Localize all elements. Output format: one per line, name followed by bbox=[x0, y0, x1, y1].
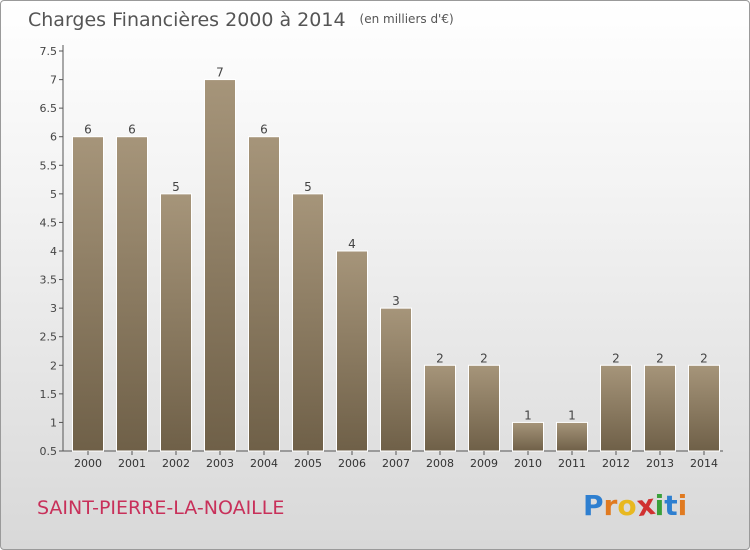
x-tick-label-2001: 2001 bbox=[118, 457, 146, 470]
y-tick-label: 2.5 bbox=[40, 331, 58, 344]
x-tick-label-2005: 2005 bbox=[294, 457, 322, 470]
data-label-2001: 6 bbox=[128, 123, 136, 137]
bar-2011 bbox=[556, 421, 588, 452]
data-label-2014: 2 bbox=[700, 351, 708, 365]
x-tick-label-2009: 2009 bbox=[470, 457, 498, 470]
data-label-2013: 2 bbox=[656, 351, 664, 365]
data-label-2008: 2 bbox=[436, 351, 444, 365]
data-label-2009: 2 bbox=[480, 351, 488, 365]
y-tick-label: 1.5 bbox=[40, 388, 58, 401]
data-label-2005: 5 bbox=[304, 180, 312, 194]
data-label-2007: 3 bbox=[392, 294, 400, 308]
commune-name: SAINT-PIERRE-LA-NOAILLE bbox=[37, 497, 285, 519]
bar-2007 bbox=[380, 307, 412, 452]
bar-2003 bbox=[204, 79, 236, 452]
x-tick-label-2006: 2006 bbox=[338, 457, 366, 470]
logo-letter: t bbox=[664, 489, 678, 522]
proxiti-logo: Proxiti bbox=[583, 487, 688, 524]
x-tick-label-2010: 2010 bbox=[514, 457, 542, 470]
y-tick-label: 0.5 bbox=[40, 445, 58, 458]
x-tick-label-2000: 2000 bbox=[74, 457, 102, 470]
x-tick-label-2003: 2003 bbox=[206, 457, 234, 470]
logo-letter: i bbox=[654, 489, 665, 522]
y-tick-label: 7 bbox=[50, 74, 57, 87]
y-tick-label: 1 bbox=[50, 416, 57, 429]
bar-2012 bbox=[600, 364, 632, 452]
data-label-2011: 1 bbox=[568, 408, 576, 422]
bar-2014 bbox=[688, 364, 720, 452]
data-label-2006: 4 bbox=[348, 237, 356, 251]
data-label-2000: 6 bbox=[84, 123, 92, 137]
bar-2002 bbox=[160, 193, 192, 452]
x-tick-label-2012: 2012 bbox=[602, 457, 630, 470]
y-tick-label: 4.5 bbox=[40, 216, 58, 229]
bar-2000 bbox=[72, 136, 104, 452]
x-tick-label-2002: 2002 bbox=[162, 457, 190, 470]
bar-2010 bbox=[512, 421, 544, 452]
bar-2001 bbox=[116, 136, 148, 452]
x-tick-label-2011: 2011 bbox=[558, 457, 586, 470]
x-tick-label-2007: 2007 bbox=[382, 457, 410, 470]
logo-letter: r bbox=[603, 489, 618, 522]
data-label-2003: 7 bbox=[216, 66, 224, 80]
x-tick-label-2008: 2008 bbox=[426, 457, 454, 470]
y-tick-label: 6 bbox=[50, 131, 57, 144]
y-tick-label: 6.5 bbox=[40, 102, 58, 115]
x-tick-label-2004: 2004 bbox=[250, 457, 278, 470]
y-tick-label: 2 bbox=[50, 359, 57, 372]
data-label-2002: 5 bbox=[172, 180, 180, 194]
logo-letter: i bbox=[677, 489, 688, 522]
chart-title: Charges Financières 2000 à 2014 (en milli… bbox=[28, 9, 454, 31]
chart-title-text: Charges Financières 2000 à 2014 bbox=[28, 9, 346, 31]
x-tick-label-2013: 2013 bbox=[646, 457, 674, 470]
y-tick-label: 5 bbox=[50, 188, 57, 201]
y-tick-label: 4 bbox=[50, 245, 57, 258]
y-tick-label: 5.5 bbox=[40, 159, 58, 172]
logo-letter: o bbox=[617, 489, 637, 522]
logo-letter: x bbox=[634, 487, 657, 524]
logo-letter: P bbox=[583, 489, 604, 522]
bar-2006 bbox=[336, 250, 368, 452]
bar-2005 bbox=[292, 193, 324, 452]
bar-2008 bbox=[424, 364, 456, 452]
data-label-2010: 1 bbox=[524, 408, 532, 422]
chart-unit: (en milliers d'€) bbox=[359, 12, 454, 26]
bar-2013 bbox=[644, 364, 676, 452]
y-tick-label: 3.5 bbox=[40, 274, 58, 287]
data-label-2012: 2 bbox=[612, 351, 620, 365]
y-tick-label: 3 bbox=[50, 302, 57, 315]
bar-2009 bbox=[468, 364, 500, 452]
y-tick-label: 7.5 bbox=[40, 45, 58, 58]
data-label-2004: 6 bbox=[260, 123, 268, 137]
x-tick-label-2014: 2014 bbox=[690, 457, 718, 470]
bar-2004 bbox=[248, 136, 280, 452]
